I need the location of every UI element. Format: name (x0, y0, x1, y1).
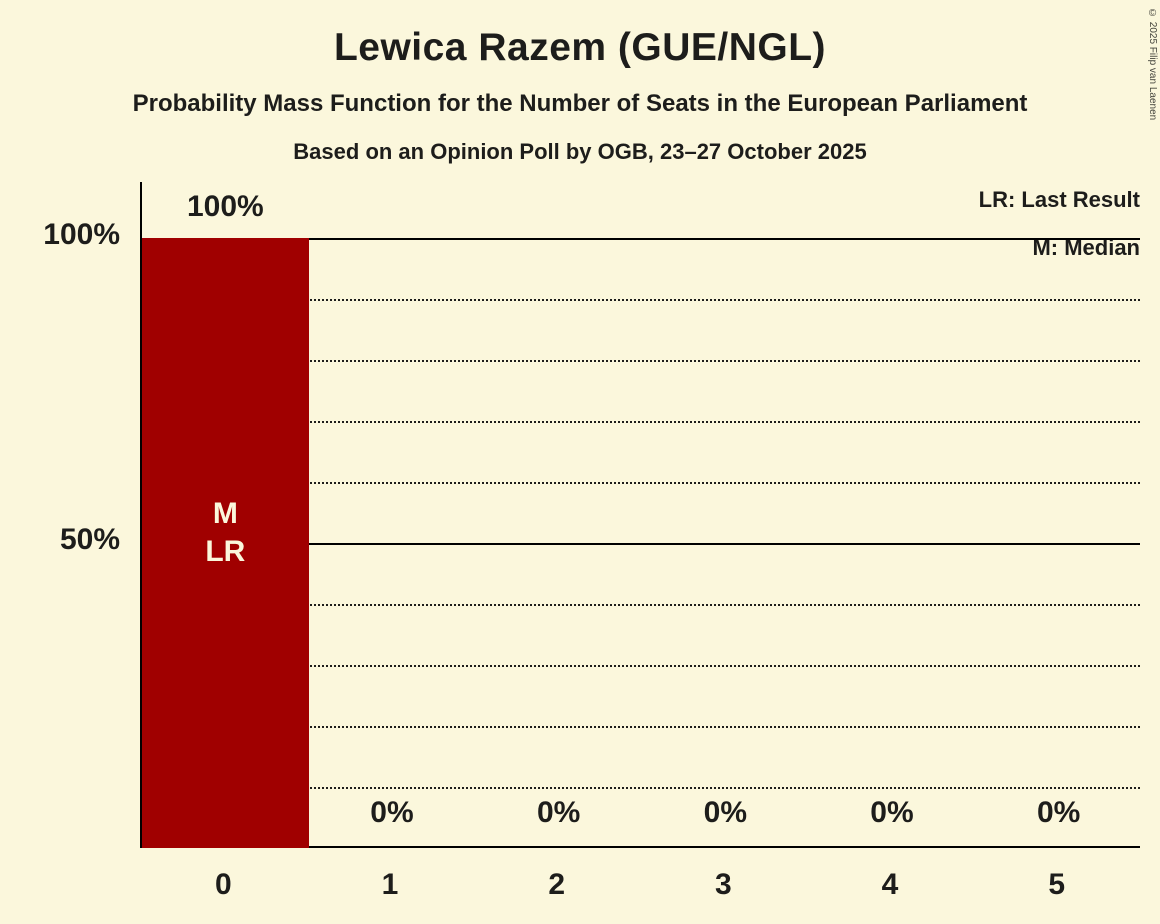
gridline-dotted-90 (142, 299, 1140, 301)
gridline-dotted-40 (142, 604, 1140, 606)
y-tick-label-100: 100% (43, 218, 120, 251)
plot-area: 100% 0% 0% 0% 0% 0% M LR (140, 182, 1140, 848)
gridline-dotted-60 (142, 482, 1140, 484)
chart-subtitle: Probability Mass Function for the Number… (132, 90, 1028, 117)
gridline-dotted-80 (142, 360, 1140, 362)
x-axis-label-2: 2 (548, 868, 565, 901)
y-tick-label-50: 50% (59, 523, 120, 556)
bar-value-label-2: 0% (536, 796, 581, 829)
x-axis-label-1: 1 (381, 868, 399, 901)
chart-title: Lewica Razem (GUE/NGL) (333, 26, 827, 69)
bar-value-label-0: 100% (186, 190, 264, 223)
bar-seats-0 (142, 238, 309, 848)
bar-value-label-5: 0% (1036, 796, 1081, 829)
gridline-dotted-10 (142, 787, 1140, 789)
bar-value-label-4: 0% (870, 796, 914, 829)
bar-value-label-1: 0% (370, 796, 414, 829)
gridline-dotted-30 (142, 665, 1140, 667)
gridline-solid-100 (142, 238, 1140, 240)
gridline-solid-50 (142, 543, 1140, 545)
poll-info-line: Based on an Opinion Poll by OGB, 23–27 O… (293, 139, 867, 164)
copyright-notice: © 2025 Filip van Laenen (1147, 8, 1158, 121)
x-axis-label-4: 4 (881, 868, 899, 901)
legend-last-result: LR: Last Result (978, 187, 1140, 212)
x-axis-label-5: 5 (1048, 868, 1065, 901)
bar-value-label-3: 0% (703, 796, 747, 829)
x-axis-label-0: 0 (214, 868, 232, 901)
gridline-dotted-70 (142, 421, 1140, 423)
bar-annotation-0: M LR (205, 497, 246, 568)
gridline-dotted-20 (142, 726, 1140, 728)
x-axis-label-3: 3 (714, 868, 732, 901)
